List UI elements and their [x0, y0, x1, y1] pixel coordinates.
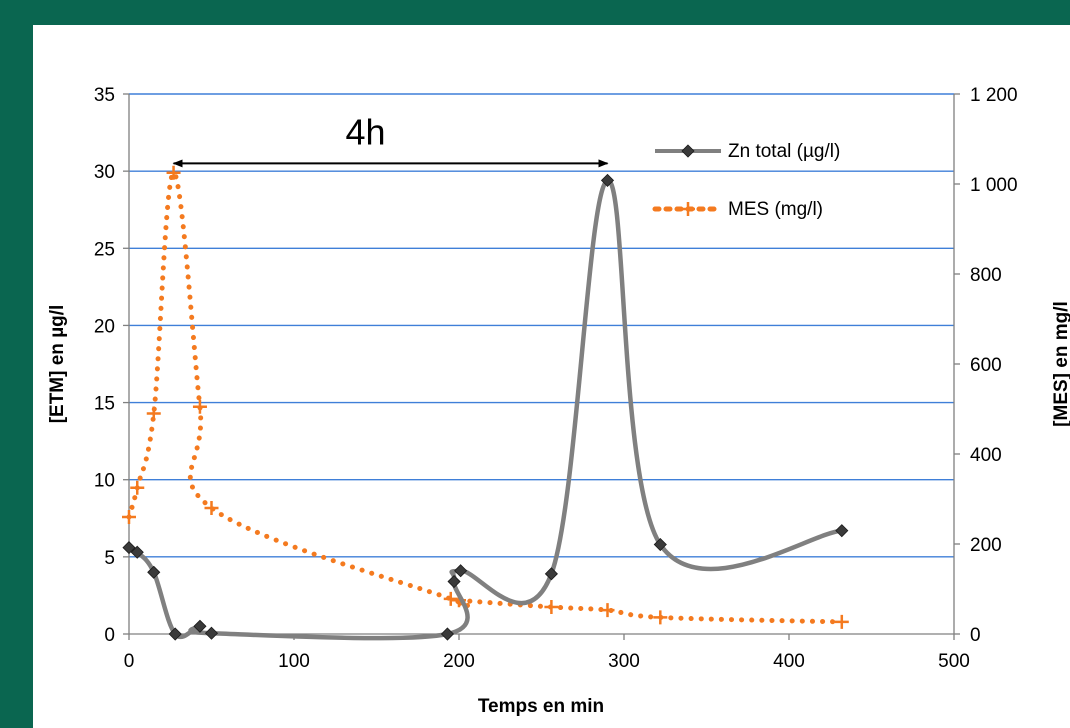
mes-point	[192, 399, 207, 414]
x-tick-label: 500	[938, 651, 970, 672]
mes-point	[600, 603, 615, 618]
y-left-tick-label: 20	[94, 316, 115, 337]
mes-point	[166, 165, 181, 180]
y-right-tick-label: 1 000	[970, 175, 1018, 196]
chart-panel: 0 5 10 15 20 25 30 35 0 200 400 600 800 1 000 1 200 0 10…	[33, 25, 1070, 728]
mes-point	[130, 480, 145, 495]
zn-point	[168, 627, 182, 641]
legend-mes-label: MES (mg/l)	[728, 199, 823, 220]
zn-point	[130, 545, 144, 559]
zn-point	[193, 619, 207, 633]
x-axis-title: Temps en min	[478, 696, 604, 717]
legend-zn-label: Zn total (µg/l)	[728, 141, 840, 162]
zn-point	[835, 524, 849, 538]
legend-entry-zn: Zn total (µg/l)	[655, 141, 840, 162]
y-left-tick-label: 15	[94, 394, 115, 415]
axes	[128, 94, 955, 635]
annotation: 4h	[172, 111, 609, 168]
x-tick-label: 200	[443, 651, 475, 672]
legend: Zn total (µg/l) MES (mg/l)	[652, 141, 840, 220]
zn-point	[440, 627, 455, 641]
y-left-tick-label: 0	[104, 625, 115, 646]
y-right-tick-label: 0	[970, 625, 981, 646]
y-left-tick-label: 30	[94, 162, 115, 183]
legend-entry-mes: MES (mg/l)	[652, 199, 823, 220]
mes-point	[122, 510, 136, 524]
y-right-tick-label: 800	[970, 265, 1002, 286]
zn-point	[454, 564, 468, 578]
mes-point	[146, 406, 161, 421]
y-right-tick-label: 400	[970, 445, 1002, 466]
mes-point	[544, 600, 559, 614]
annotation-label: 4h	[346, 111, 386, 152]
mes-point	[653, 610, 668, 625]
zn-point	[122, 541, 136, 555]
chart-svg: 0 5 10 15 20 25 30 35 0 200 400 600 800 1 000 1 200 0 10…	[47, 85, 1070, 717]
tick-labels: 0 5 10 15 20 25 30 35 0 200 400 600 800 1 000 1 200 0 10…	[94, 85, 1018, 672]
mes-point	[834, 614, 849, 629]
zn-point	[544, 567, 558, 581]
mes-point	[204, 501, 219, 515]
y-left-tick-label: 10	[94, 471, 115, 492]
y-right-tick-label: 1 200	[970, 85, 1018, 106]
legend-zn-marker	[681, 144, 695, 158]
mes-series-line	[126, 170, 845, 625]
y-right-tick-label: 200	[970, 535, 1002, 556]
zn-series-line	[127, 178, 843, 641]
zn-point	[147, 565, 161, 579]
y-left-tick-label: 35	[94, 85, 115, 106]
gridlines	[129, 93, 954, 558]
zn-point	[653, 537, 667, 552]
x-tick-label: 0	[124, 651, 135, 672]
zn-point	[447, 574, 461, 589]
zn-point	[204, 626, 219, 640]
mes-point	[443, 591, 458, 606]
x-tick-label: 100	[278, 651, 310, 672]
y-axis-left-title: [ETM] en µg/l	[47, 305, 68, 424]
x-tick-label: 300	[608, 651, 640, 672]
y-right-tick-label: 600	[970, 355, 1002, 376]
x-tick-label: 400	[773, 651, 805, 672]
y-left-tick-label: 5	[104, 548, 115, 569]
series	[122, 165, 849, 641]
y-axis-right-title: [MES] en mg/l	[1051, 301, 1070, 427]
zn-point	[600, 173, 615, 187]
legend-mes-marker	[681, 202, 695, 216]
y-left-tick-label: 25	[94, 239, 115, 260]
